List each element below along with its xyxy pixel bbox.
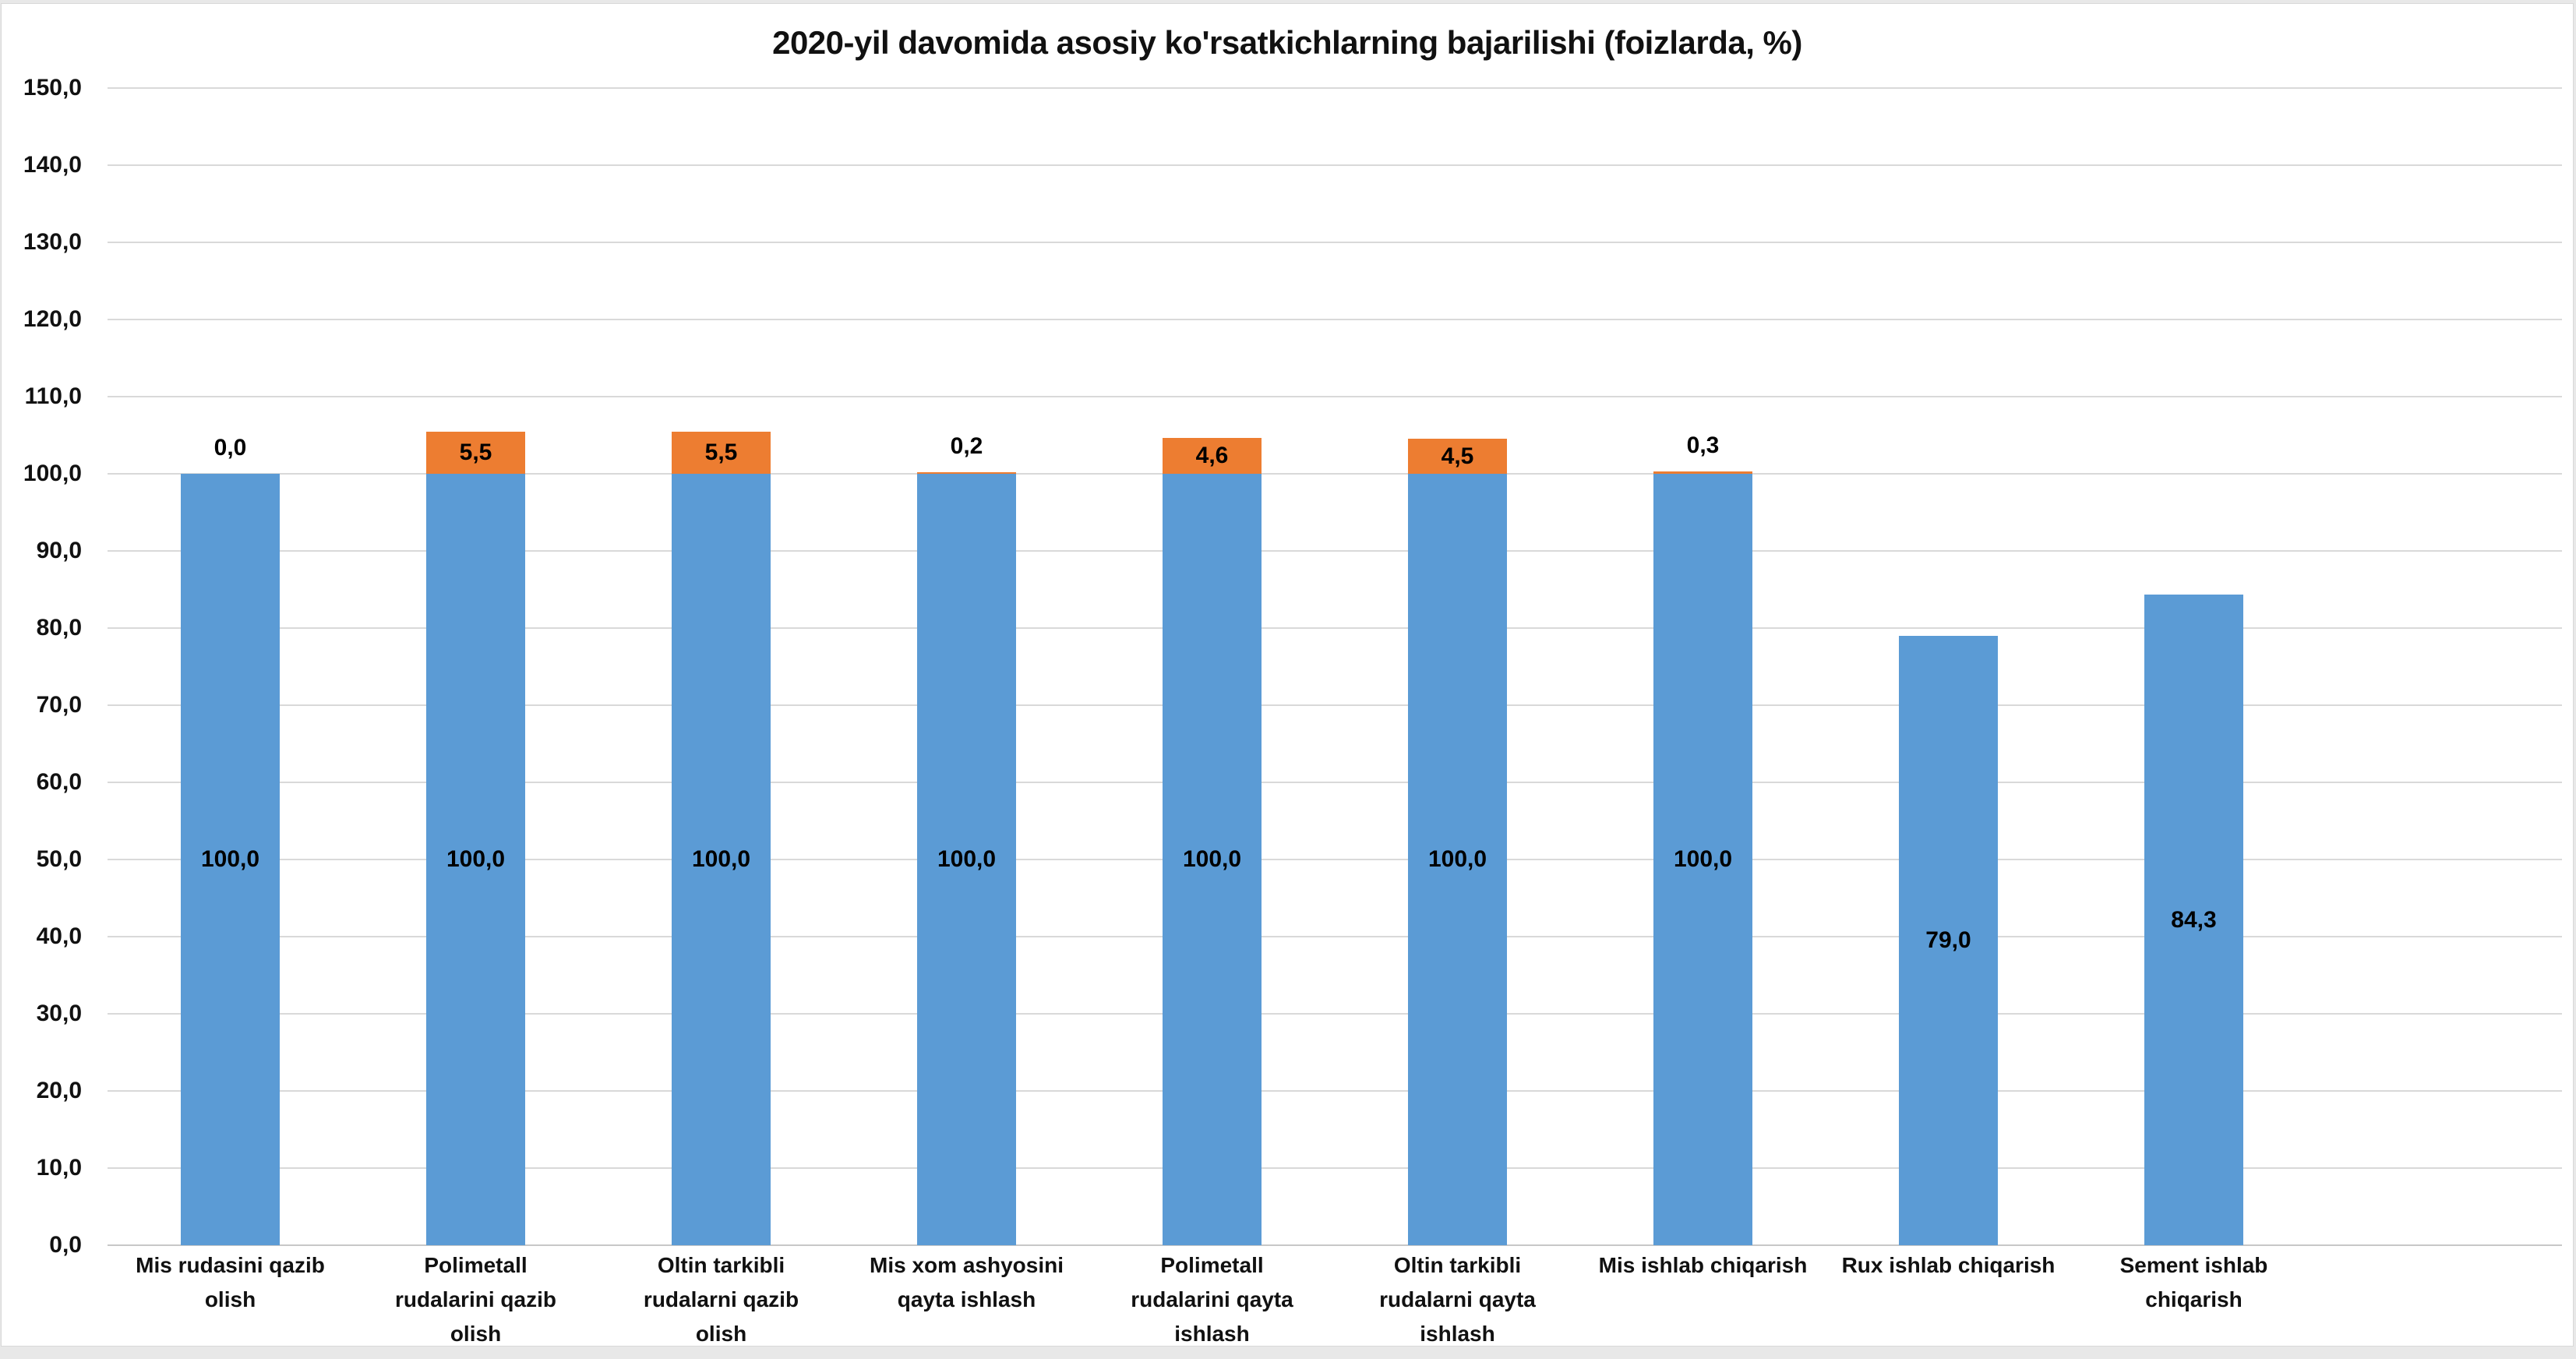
bar-segment-base xyxy=(1163,474,1262,1245)
gridline xyxy=(108,859,2562,860)
category-label: Mis rudasini qazib olish xyxy=(136,1253,325,1311)
category-label: Rux ishlab chiqarish xyxy=(1841,1253,2056,1277)
bar-value-label: 100,0 xyxy=(446,846,506,872)
y-tick-label: 40,0 xyxy=(36,923,82,949)
bar-value-label: 100,0 xyxy=(1673,846,1733,872)
category-label: Sement ishlab chiqarish xyxy=(2119,1253,2268,1311)
bar-segment-base xyxy=(1653,474,1752,1245)
gridline xyxy=(108,87,2562,89)
bar-segment-overflow xyxy=(672,432,771,474)
y-tick-label: 70,0 xyxy=(36,692,82,718)
bar-segment-overflow xyxy=(917,472,1016,474)
bar-segment-overflow xyxy=(1163,438,1262,474)
gridline xyxy=(108,473,2562,475)
y-tick-label: 0,0 xyxy=(49,1232,82,1258)
gridline xyxy=(108,782,2562,783)
gridline xyxy=(108,1167,2562,1169)
gridline xyxy=(108,164,2562,166)
category-label: Mis ishlab chiqarish xyxy=(1598,1253,1808,1277)
category-label: Oltin tarkibli rudalarni qazib olish xyxy=(643,1253,799,1346)
x-axis: Mis rudasini qazib olish Polimetall rudalar… xyxy=(108,1248,2562,1350)
bar-segment-base xyxy=(1408,474,1507,1245)
bar-value-label: 100,0 xyxy=(200,846,260,872)
y-tick-label: 20,0 xyxy=(36,1078,82,1103)
y-tick-label: 110,0 xyxy=(24,383,82,409)
category-label: Mis xom ashyosini qayta ishlash xyxy=(870,1253,1064,1311)
y-tick-label: 100,0 xyxy=(23,461,82,486)
y-tick-label: 50,0 xyxy=(36,846,82,872)
gridline xyxy=(108,704,2562,706)
bar-top-label: 0,2 xyxy=(950,433,983,459)
category-label: Polimetall rudalarini qayta ishlash xyxy=(1131,1253,1293,1346)
gridline xyxy=(108,1013,2562,1015)
chart-title: 2020-yil davomida asosiy ko'rsatkichlarn… xyxy=(772,24,1802,61)
y-tick-label: 140,0 xyxy=(23,152,82,178)
category-label: Polimetall rudalarini qazib olish xyxy=(395,1253,556,1346)
y-tick-label: 120,0 xyxy=(23,306,82,332)
x-axis-line xyxy=(108,1244,2562,1246)
y-axis: 0,0 10,0 20,0 30,0 40,0 50,0 60,0 70,0 80,0 90,0 1… xyxy=(2,75,82,1258)
bar-value-label: 79,0 xyxy=(1925,927,1971,953)
bar-top-label: 5,5 xyxy=(459,439,492,465)
bar-segment-base xyxy=(181,474,280,1245)
bar-value-label: 100,0 xyxy=(1427,846,1487,872)
gridline xyxy=(108,627,2562,629)
bar-top-label: 4,6 xyxy=(1195,443,1229,468)
gridline xyxy=(108,936,2562,937)
bar-value-label: 100,0 xyxy=(937,846,997,872)
bar-segment-base xyxy=(917,474,1016,1245)
bar-segment-base xyxy=(2144,595,2243,1245)
y-tick-label: 10,0 xyxy=(36,1155,82,1181)
gridline xyxy=(108,242,2562,243)
bar-segment-base xyxy=(1899,636,1998,1245)
bar-top-label: 5,5 xyxy=(704,439,738,465)
y-tick-label: 130,0 xyxy=(23,229,82,255)
bar-segment-base xyxy=(426,474,525,1245)
bar-value-label: 100,0 xyxy=(1182,846,1242,872)
category-label: Oltin tarkibli rudalarni qayta ishlash xyxy=(1379,1253,1536,1346)
bar-segment-overflow xyxy=(426,432,525,474)
y-tick-label: 30,0 xyxy=(36,1001,82,1026)
y-tick-label: 150,0 xyxy=(23,75,82,101)
plot-area: 100,0 0,0 100,0 5,5 100,0 5,5 100,0 0,2 100,0 4,6… xyxy=(108,87,2562,1246)
bar-top-label: 0,0 xyxy=(213,435,247,461)
gridline xyxy=(108,550,2562,552)
bar-top-label: 4,5 xyxy=(1441,443,1474,469)
bar-value-label: 100,0 xyxy=(691,846,751,872)
gridline xyxy=(108,1090,2562,1092)
gridline xyxy=(108,319,2562,320)
y-tick-label: 60,0 xyxy=(36,769,82,795)
bar-segment-overflow xyxy=(1408,439,1507,474)
bar-segment-base xyxy=(672,474,771,1245)
bar-value-label: 84,3 xyxy=(2171,906,2217,933)
bar-top-label: 0,3 xyxy=(1686,432,1720,458)
chart-frame: 2020-yil davomida asosiy ko'rsatkichlarn… xyxy=(1,3,2574,1347)
gridline xyxy=(108,396,2562,397)
y-tick-label: 90,0 xyxy=(36,538,82,563)
bar-segment-overflow xyxy=(1653,471,1752,474)
y-tick-label: 80,0 xyxy=(36,615,82,641)
